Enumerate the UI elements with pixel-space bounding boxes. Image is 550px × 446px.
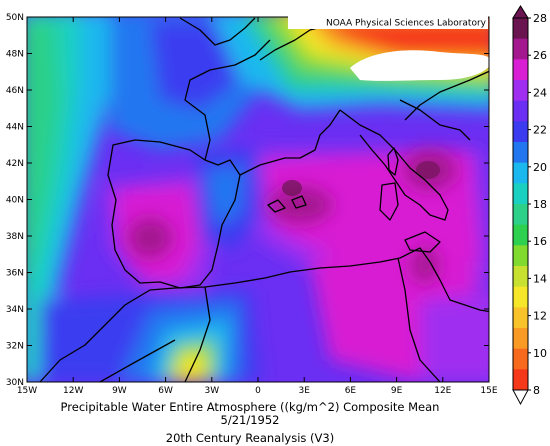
colorbar-tick-label: 20 [533, 161, 547, 174]
credit-box: NOAA Physical Sciences Laboratory [288, 15, 488, 29]
colorbar-segment [513, 328, 528, 350]
colorbar-min-arrow [512, 389, 529, 406]
colorbar-segment [513, 100, 528, 122]
colorbar-segment [513, 286, 528, 308]
latitude-label: 46N [6, 86, 24, 96]
colorbar-segment [513, 307, 528, 329]
latitude-label: 44N [6, 123, 24, 133]
longitude-label: 9E [391, 386, 403, 396]
map-source: 20th Century Reanalysis (V3) [165, 431, 335, 445]
longitude-label: 15W [17, 386, 37, 396]
colorbar-tick-label: 18 [533, 198, 547, 211]
colorbar-tick-label: 28 [533, 12, 547, 25]
longitude-label: 3W [204, 386, 219, 396]
latitude-label: 42N [6, 159, 24, 169]
credit-text: NOAA Physical Sciences Laboratory [326, 19, 487, 29]
colorbar-segment [513, 18, 528, 40]
colorbar-segment [513, 369, 528, 391]
latitude-axis: 50N 48N 46N 44N 42N 40N 38N 36N 34N 32N 30N [6, 13, 489, 388]
latitude-label: 50N [6, 13, 24, 23]
colorbar-tick-label: 14 [533, 272, 547, 285]
map-title: Precipitable Water Entire Atmosphere ((k… [60, 400, 440, 414]
colorbar-segment [513, 204, 528, 226]
longitude-label: 15E [480, 386, 497, 396]
longitude-label: 9W [112, 386, 127, 396]
colorbar-tick-label: 26 [533, 49, 547, 62]
colorbar-tick-label: 16 [533, 235, 547, 248]
longitude-axis: 15W 12W 9W 6W 3W 0 3E 6E 9E 12E 15E [17, 17, 498, 396]
longitude-label: 0 [255, 386, 261, 396]
colorbar-segment [513, 266, 528, 288]
latitude-label: 34N [6, 305, 24, 315]
colorbar-segment [513, 38, 528, 60]
precipitable-water-field [27, 17, 489, 382]
latitude-label: 36N [6, 269, 24, 279]
latitude-label: 32N [6, 342, 24, 352]
colorbar-segment [513, 121, 528, 143]
colorbar-tick-label: 12 [533, 310, 547, 323]
colorbar-segment [513, 348, 528, 370]
colorbar-segment [513, 162, 528, 184]
colorbar-segment [513, 224, 528, 246]
latitude-label: 48N [6, 50, 24, 60]
colorbar-tick-label: 8 [533, 384, 540, 397]
colorbar-max-arrow [512, 5, 529, 19]
colorbar-segment [513, 59, 528, 81]
latitude-label: 40N [6, 196, 24, 206]
colorbar-tick-label: 22 [533, 124, 547, 137]
colorbar-segment [513, 80, 528, 102]
latitude-label: 38N [6, 232, 24, 242]
longitude-label: 6W [158, 386, 173, 396]
longitude-label: 6E [345, 386, 357, 396]
longitude-label: 12W [63, 386, 83, 396]
latitude-label: 30N [6, 378, 24, 388]
colorbar-segment [513, 183, 528, 205]
longitude-label: 3E [298, 386, 310, 396]
map-date: 5/21/1952 [220, 413, 280, 427]
longitude-label: 12E [434, 386, 451, 396]
coastlines [39, 17, 489, 382]
colorbar-segment [513, 245, 528, 267]
colorbar-tick-label: 10 [533, 347, 547, 360]
colorbar-segment [513, 142, 528, 164]
colorbar: 28 26 24 22 20 18 16 14 12 10 8 [512, 5, 547, 406]
colorbar-tick-label: 24 [533, 86, 547, 99]
